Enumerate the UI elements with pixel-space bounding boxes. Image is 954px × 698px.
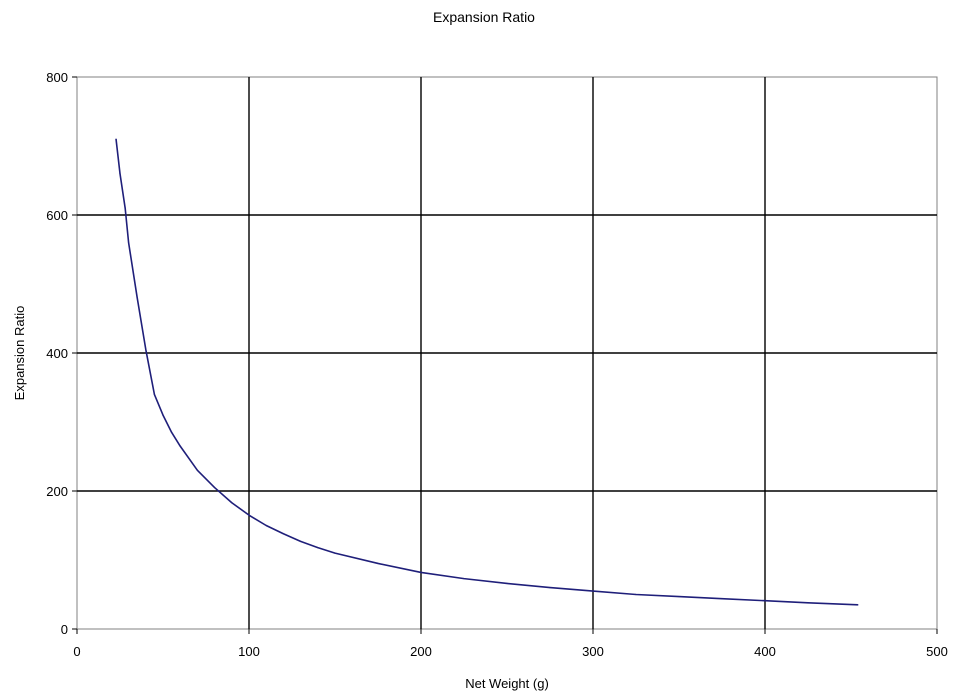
y-tick-label: 400: [46, 346, 68, 361]
data-point: [162, 414, 164, 416]
data-point: [196, 469, 198, 471]
x-axis-label: Net Weight (g): [465, 676, 549, 691]
data-point: [282, 533, 284, 535]
data-point: [721, 598, 723, 600]
y-axis-ticks: 0 200 400 600 800: [46, 70, 77, 637]
x-axis-ticks: 0 100 200 300 400 500: [73, 629, 948, 659]
data-point: [678, 595, 680, 598]
data-point: [857, 604, 859, 606]
data-point: [317, 546, 319, 549]
data-point: [265, 524, 267, 527]
data-point: [334, 552, 336, 554]
data-point: [214, 486, 216, 489]
data-point: [635, 593, 637, 596]
data-point: [119, 173, 121, 175]
data-point: [300, 540, 302, 542]
data-point: [179, 445, 181, 447]
data-point: [807, 602, 809, 604]
y-tick-label: 0: [61, 622, 68, 637]
data-point: [506, 582, 508, 585]
data-point: [124, 207, 126, 209]
horizontal-gridlines: [77, 214, 937, 492]
data-point: [171, 431, 173, 433]
data-point: [128, 242, 130, 244]
y-tick-label: 200: [46, 484, 68, 499]
data-point: [592, 590, 594, 592]
x-tick-label: 500: [926, 644, 948, 659]
x-tick-label: 400: [754, 644, 776, 659]
data-point: [377, 562, 379, 565]
data-point: [463, 578, 465, 580]
data-point: [549, 587, 551, 589]
data-point: [145, 348, 147, 351]
chart-title: Expansion Ratio: [433, 9, 535, 25]
data-point: [420, 571, 422, 574]
data-point: [248, 514, 250, 516]
y-axis-label: Expansion Ratio: [12, 306, 27, 401]
data-point: [231, 502, 233, 504]
data-point: [136, 297, 138, 299]
x-tick-label: 100: [238, 644, 260, 659]
x-tick-label: 300: [582, 644, 604, 659]
data-point: [764, 600, 766, 602]
x-tick-label: 200: [410, 644, 432, 659]
x-tick-label: 0: [73, 644, 80, 659]
y-tick-label: 600: [46, 208, 68, 223]
y-tick-label: 800: [46, 70, 68, 85]
data-point: [115, 138, 117, 140]
data-point: [153, 393, 155, 395]
series-group: [115, 138, 859, 606]
